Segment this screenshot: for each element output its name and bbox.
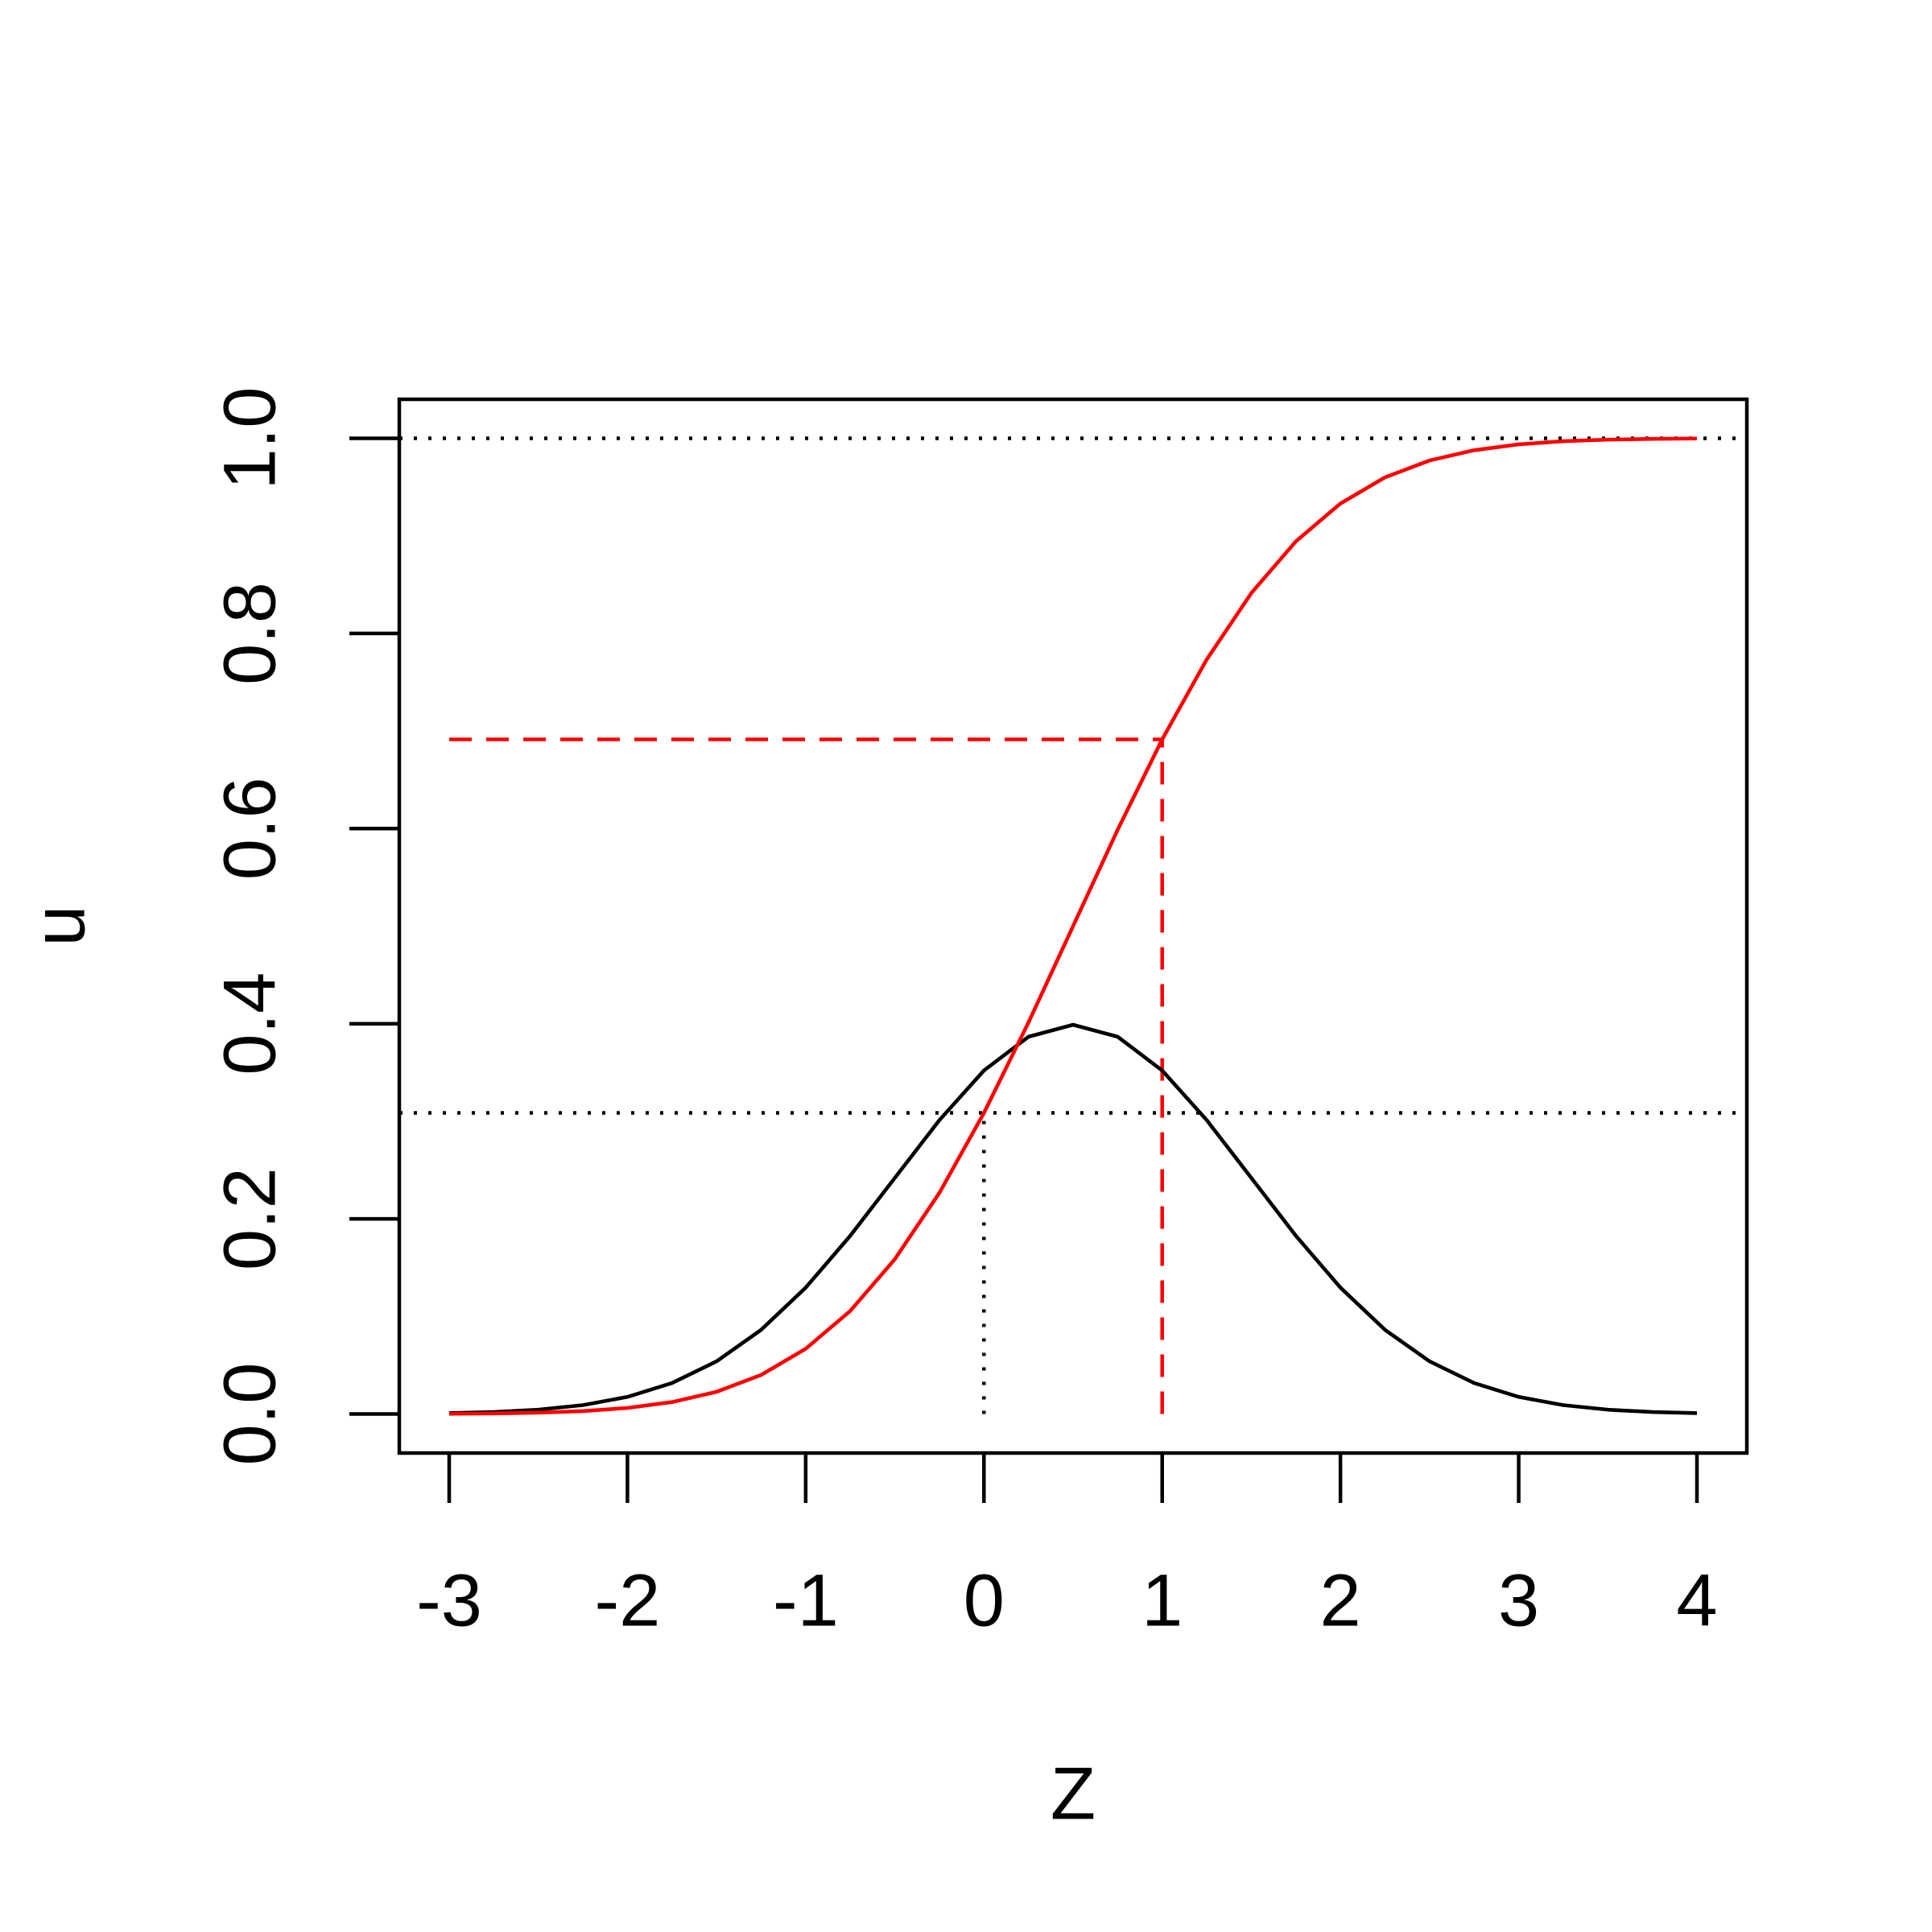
y-tick-label: 0.2	[208, 1167, 291, 1270]
x-tick-label: 3	[1498, 1559, 1539, 1641]
x-tick-label: 4	[1676, 1559, 1717, 1641]
x-tick-label: 0	[964, 1559, 1005, 1641]
x-axis-title: Z	[1051, 1752, 1096, 1835]
plot-frame	[397, 397, 1749, 1455]
x-tick-label: -3	[416, 1559, 482, 1641]
y-tick-label: 0.0	[208, 1363, 291, 1466]
y-tick-label: 1.0	[208, 387, 291, 490]
curve	[448, 436, 1698, 1416]
y-tick-label: 0.4	[208, 972, 291, 1075]
x-tick-label: -2	[595, 1559, 661, 1641]
curve	[448, 1022, 1698, 1415]
y-tick-label: 0.6	[208, 777, 291, 880]
x-tick-label: -1	[773, 1559, 839, 1641]
x-tick-label: 2	[1320, 1559, 1361, 1641]
y-tick-label: 0.8	[208, 582, 291, 685]
x-tick-label: 1	[1141, 1559, 1183, 1641]
y-axis-title: u	[18, 905, 100, 946]
